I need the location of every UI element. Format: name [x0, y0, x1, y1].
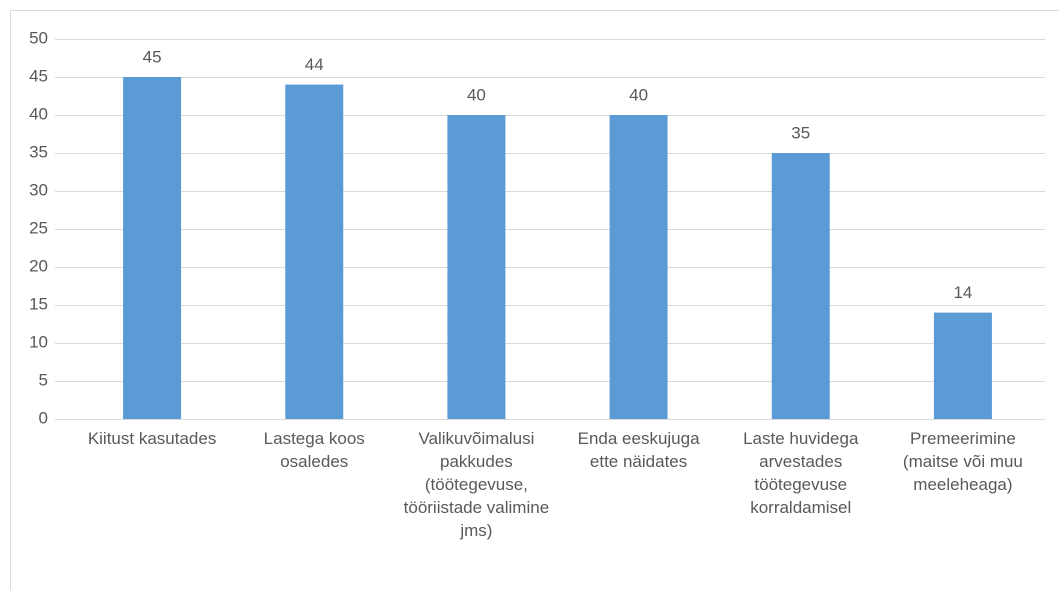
x-tick-label-box: Enda eeskujuga ette näidates [577, 429, 700, 471]
y-tick-label: 50 [29, 28, 48, 47]
bar [933, 312, 992, 419]
x-tick-label: Valikuvõimalusi pakkudes (töötegevuse, t… [403, 429, 550, 540]
x-tick-label-box: Laste huvidega arvestades töötegevuse ko… [743, 429, 859, 517]
bar [447, 115, 506, 419]
x-tick-label-box: Valikuvõimalusi pakkudes (töötegevuse, t… [403, 429, 550, 540]
bar [771, 153, 830, 419]
y-tick-label: 10 [29, 332, 48, 351]
y-tick-label: 0 [39, 408, 48, 427]
y-tick-label: 15 [29, 294, 48, 313]
bar [123, 77, 182, 419]
y-tick-label: 45 [29, 66, 48, 85]
chart-border [10, 10, 1059, 590]
data-label: 14 [953, 283, 972, 302]
x-tick-label: Kiitust kasutades [87, 429, 217, 448]
data-label: 40 [629, 85, 648, 104]
x-tick-label: Lastega koos osaledes [263, 429, 365, 471]
data-label: 45 [143, 47, 162, 66]
data-label: 40 [467, 85, 486, 104]
y-tick-label: 5 [39, 370, 48, 389]
y-tick-label: 40 [29, 104, 48, 123]
x-tick-label-box: Lastega koos osaledes [263, 429, 365, 471]
x-tick-label: Laste huvidega arvestades töötegevuse ko… [743, 429, 859, 517]
y-tick-label: 30 [29, 180, 48, 199]
x-tick-label: Enda eeskujuga ette näidates [577, 429, 700, 471]
data-label: 44 [305, 55, 324, 74]
data-label: 35 [791, 123, 810, 142]
y-tick-label: 35 [29, 142, 48, 161]
y-tick-label: 20 [29, 256, 48, 275]
x-tick-label-box: Kiitust kasutades [87, 429, 217, 448]
x-tick-label: Premeerimine (maitse või muu meeleheaga) [902, 429, 1023, 494]
y-tick-label: 25 [29, 218, 48, 237]
bar [609, 115, 668, 419]
bar [285, 84, 344, 419]
x-tick-label-box: Premeerimine (maitse või muu meeleheaga) [902, 429, 1023, 494]
